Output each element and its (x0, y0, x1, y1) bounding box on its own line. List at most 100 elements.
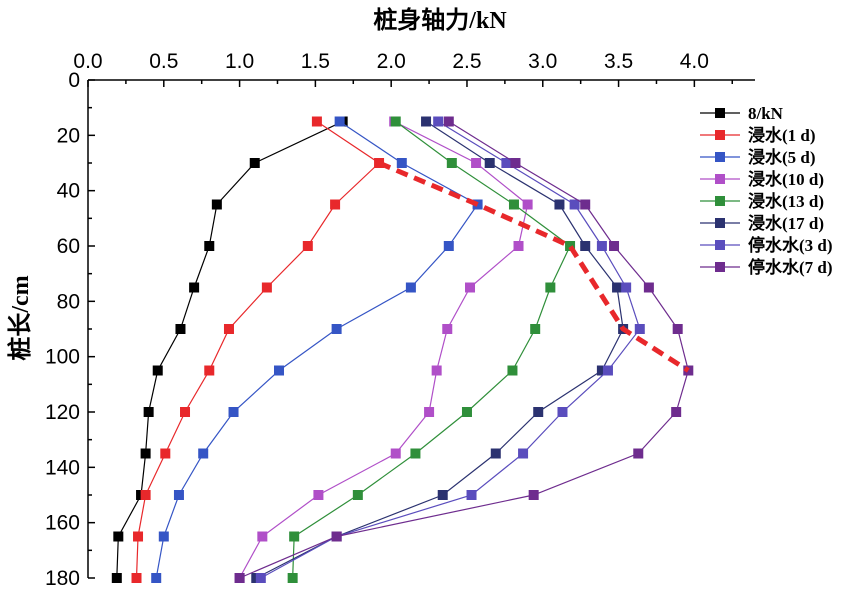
data-point (609, 241, 620, 251)
y-tick-label: 40 (57, 180, 80, 203)
data-point (334, 116, 345, 127)
legend-item: 浸水(10 d) (700, 169, 824, 189)
legend-layer: 8/kN 浸水(1 d)浸水(5 d)浸水(10 d)浸水(13 d)浸水(17 … (700, 104, 833, 277)
series-0 (111, 116, 348, 583)
data-point (596, 241, 607, 251)
data-point (405, 282, 416, 293)
x-tick-label: 3.0 (528, 50, 557, 73)
data-point (513, 241, 524, 251)
legend-label: 停水水(7 d) (748, 257, 833, 277)
data-point (180, 407, 191, 417)
x-tick-label: 3.5 (604, 50, 633, 73)
data-point (204, 365, 215, 376)
data-point (313, 490, 324, 500)
data-point (484, 158, 495, 168)
data-point (311, 116, 322, 127)
data-point (204, 241, 215, 251)
x-tick-label: 0.0 (73, 50, 102, 73)
legend-marker (715, 196, 725, 206)
data-point (255, 573, 266, 583)
data-point (507, 365, 518, 376)
data-point (158, 531, 169, 542)
x-axis-title: 桩身轴力/kN (373, 6, 507, 34)
data-point (554, 199, 565, 210)
data-point (671, 407, 682, 417)
legend-label: 浸水(5 d) (748, 147, 816, 167)
x-tick-label: 4.0 (680, 50, 709, 73)
data-point (569, 199, 580, 210)
data-point (530, 324, 541, 334)
data-point (471, 158, 482, 168)
data-point (140, 490, 151, 500)
data-point (643, 282, 654, 293)
series-7 (234, 116, 694, 583)
data-point (287, 573, 298, 583)
data-point (352, 490, 363, 500)
data-point (490, 448, 501, 459)
data-point (331, 531, 342, 542)
data-point (580, 241, 591, 251)
data-point (189, 282, 200, 293)
legend-item: 停水水(7 d) (700, 257, 833, 277)
data-point (510, 158, 521, 168)
data-point (133, 531, 144, 542)
legend-item: 停水水(3 d) (700, 235, 833, 255)
data-point (331, 324, 342, 334)
legend-marker (715, 108, 725, 118)
data-point (437, 490, 448, 500)
series-line (292, 121, 571, 579)
series-line (135, 121, 381, 579)
x-tick-label: 1.0 (225, 50, 254, 73)
series-line (155, 121, 479, 579)
data-point (424, 407, 435, 417)
series-line (239, 120, 689, 579)
data-point (160, 448, 171, 459)
data-point (302, 241, 313, 251)
legend-marker (715, 130, 725, 140)
series-line (239, 120, 529, 579)
data-point (410, 448, 421, 459)
data-point (465, 282, 476, 293)
y-tick-label: 140 (45, 456, 80, 479)
data-point (151, 573, 162, 583)
data-point (143, 407, 154, 417)
data-point (442, 324, 453, 334)
data-point (580, 199, 591, 210)
y-tick-label: 20 (57, 124, 80, 147)
y-tick-label: 160 (45, 512, 80, 535)
data-point (672, 324, 683, 334)
data-point (113, 531, 124, 542)
data-point (533, 407, 544, 417)
data-point (461, 407, 472, 417)
legend-marker (715, 152, 725, 162)
series-layer (111, 116, 694, 583)
data-point (545, 282, 556, 293)
data-point (257, 531, 268, 542)
axes-layer: 0.0 0.5 1.0 1.5 2.0 2.5 3.0 3.5 4.0 0 20 40 60 80 100 1… (45, 50, 755, 589)
y-axis-title: 桩长/cm (6, 275, 34, 360)
data-point (522, 199, 533, 210)
data-point (152, 365, 163, 376)
series-line (255, 120, 624, 579)
data-point (274, 365, 285, 376)
legend-label: 8/kN (748, 104, 784, 123)
data-point (528, 490, 539, 500)
y-tick-label: 0 (68, 69, 80, 92)
data-point (390, 116, 401, 127)
legend-marker (715, 174, 725, 184)
data-point (621, 282, 632, 293)
series-line (260, 120, 641, 579)
legend-item: 浸水(5 d) (700, 147, 816, 167)
y-tick-label: 100 (45, 346, 80, 369)
data-point (211, 199, 222, 210)
data-point (223, 324, 234, 334)
data-point (234, 573, 245, 583)
data-point (634, 324, 645, 334)
data-point (633, 448, 644, 459)
data-point (596, 365, 607, 376)
series-1 (131, 116, 385, 583)
data-point (508, 199, 519, 210)
data-point (198, 448, 209, 459)
